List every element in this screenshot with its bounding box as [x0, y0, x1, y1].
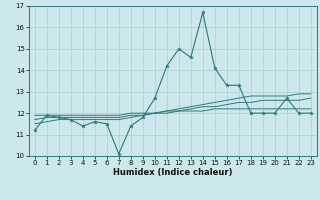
X-axis label: Humidex (Indice chaleur): Humidex (Indice chaleur): [113, 168, 233, 177]
